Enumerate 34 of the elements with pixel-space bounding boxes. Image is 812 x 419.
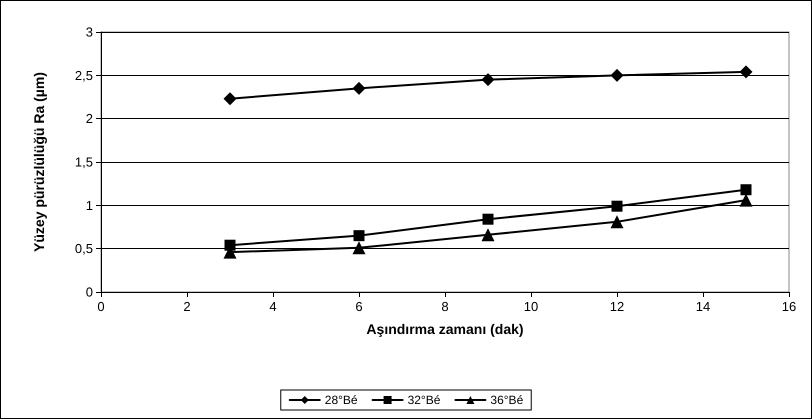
- legend-label: 28°Bé: [324, 393, 358, 407]
- point: [482, 73, 494, 86]
- x-tick-label: 8: [441, 299, 449, 314]
- y-tick-label: 1,5: [74, 154, 93, 170]
- point: [352, 241, 366, 254]
- point: [740, 65, 752, 78]
- point: [482, 214, 494, 225]
- x-tick-label: 12: [610, 299, 624, 314]
- x-tick-label: 0: [97, 299, 105, 314]
- y-axis-title: Yüzey pürüzlülüğü Ra (µm): [31, 72, 47, 252]
- y-tick-label: 1: [86, 198, 93, 213]
- point: [612, 200, 622, 212]
- point: [610, 215, 624, 228]
- x-tick-label: 14: [696, 299, 710, 314]
- point: [354, 230, 364, 242]
- legend-label: 36°Bé: [490, 393, 524, 407]
- y-tick-label: 3: [86, 24, 93, 40]
- point: [352, 82, 366, 95]
- legend-label: 32°Bé: [408, 393, 441, 407]
- x-tick-label: 10: [524, 299, 538, 314]
- x-tick-label: 4: [269, 299, 277, 314]
- point: [740, 194, 752, 207]
- x-tick-label: 6: [355, 299, 363, 314]
- point: [482, 228, 494, 242]
- x-tick-label: 16: [782, 299, 796, 314]
- x-axis-title: Aşındırma zamanı (dak): [366, 321, 524, 337]
- point: [610, 68, 624, 82]
- y-tick-label: 0: [86, 284, 93, 300]
- y-tick-label: 2: [86, 111, 93, 126]
- y-tick-label: 2,5: [74, 68, 93, 83]
- x-tick-label: 2: [183, 299, 191, 314]
- point: [224, 92, 236, 106]
- point: [740, 184, 752, 196]
- y-tick-label: 0,5: [74, 241, 93, 256]
